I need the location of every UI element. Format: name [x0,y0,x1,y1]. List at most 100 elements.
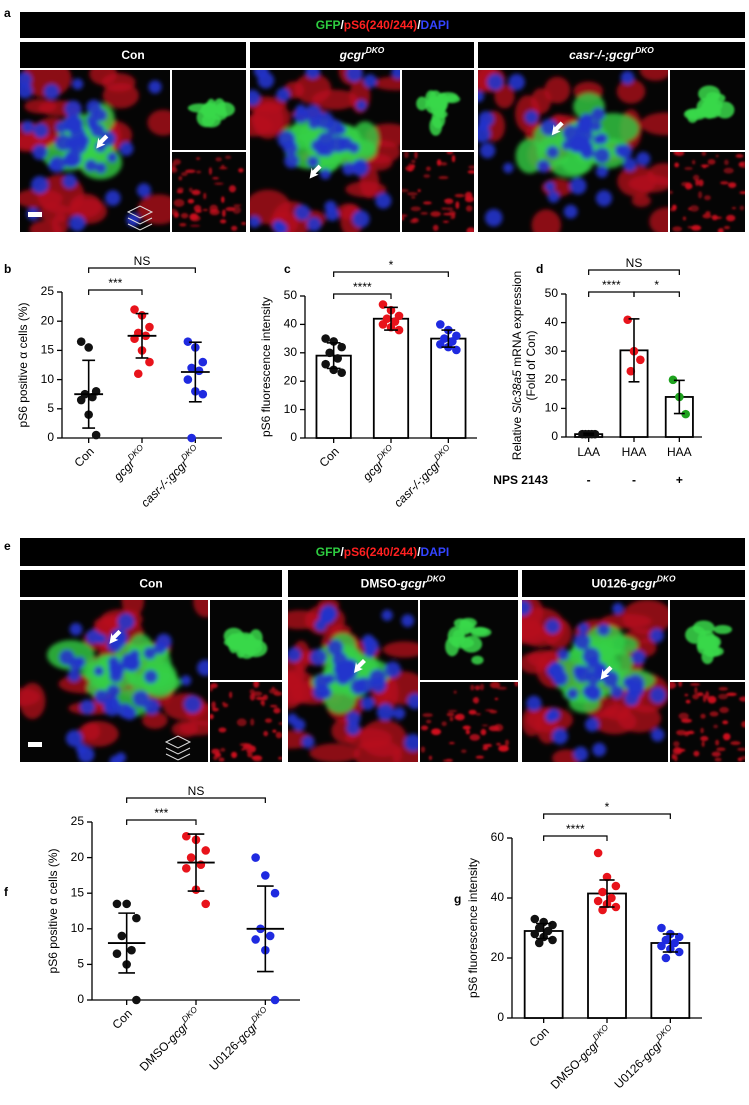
stain-red [737,747,745,751]
y-tick-label: 5 [47,401,54,415]
stain-red [239,742,250,747]
stain-red [451,155,456,163]
stain-red [700,164,710,168]
arrow [600,665,613,680]
y-axis-label: pS6 fluorescence intensity [466,858,480,998]
nucleus [250,89,261,106]
nucleus [361,634,375,648]
y-tick-label: 25 [71,814,85,828]
data-point [674,932,684,942]
stain-red [218,757,225,762]
column-label-part: DKO [427,574,446,584]
nucleus [650,728,665,742]
stain-red [690,683,701,686]
stain-red [697,692,704,697]
image [187,98,235,128]
nucleus [55,120,68,134]
y-tick-label: 60 [491,830,505,844]
x-tick-label: U0126-gcgrDKO [610,1022,680,1092]
y-tick-label: 10 [71,921,85,935]
nucleus [75,743,87,755]
image [172,155,246,231]
x-tick-label-part: DKO [126,442,146,462]
nucleus [105,190,121,206]
x-tick-label-part: DKO [249,1004,269,1024]
nucleus [288,647,302,663]
stain-red [700,727,704,734]
stain-red [674,754,678,762]
nucleus [119,141,134,156]
image-content [683,85,735,123]
nucleus [330,135,348,153]
stain-red [674,152,685,156]
significance-bracket [333,271,449,277]
nucleus [595,190,613,207]
stain-red [678,682,682,688]
column-label-part: DMSO- [361,577,401,591]
stain-red [639,70,668,81]
panel-title-part: / [340,545,344,559]
panel-letter: f [4,885,9,899]
nucleus [301,735,315,749]
data-point [394,325,404,335]
stain-red [425,166,431,172]
significance-bracket [543,813,671,819]
column-label-part: DKO [657,574,676,584]
stain-red [252,691,263,697]
nucleus [250,215,261,228]
x-tick-label: Con [110,1006,135,1031]
y-tick-label: 0 [551,429,558,443]
stain-red [189,213,199,221]
image [522,600,668,762]
column-bar [478,42,745,68]
panel-title-part: / [417,545,421,559]
stain-red [684,732,690,737]
nucleus [649,686,667,704]
nucleus [65,730,83,747]
x-tick-label: gcgrDKO [109,442,151,484]
stain-red [228,185,237,193]
nucleus [593,147,610,164]
bar [315,354,352,439]
stain-red [272,729,277,733]
column-label-part: DKO [635,45,654,55]
nucleus [620,70,635,85]
stain-red [493,723,504,732]
stain-red [531,209,562,232]
data-point [183,337,193,346]
stain-red [238,168,244,173]
arrow [109,629,122,644]
data-point [321,359,330,369]
nucleus [522,600,532,616]
significance-label: **** [566,822,585,836]
stain-red [505,739,509,747]
x-tick-label: U0126-gcgrDKO [205,1004,275,1074]
bar [587,892,627,1019]
stain-red [465,205,473,212]
nucleus [624,690,640,706]
significance-bracket [88,267,196,273]
data-point [198,357,208,367]
x-tick-label: DMSO-gcgrDKO [546,1022,616,1092]
y-axis-label: Relative Slc38a5 mRNA expression [510,271,524,460]
nucleus [319,168,331,180]
stain-red [20,682,46,720]
nucleus [305,70,321,80]
stain-red [177,187,184,192]
stain-red [211,701,216,709]
data-point [598,905,607,915]
axis-icon [126,205,154,231]
nucleus [342,162,356,176]
stain-red [467,170,474,174]
stain-red [288,610,322,630]
stain-red [440,162,448,166]
y-tick-label: 20 [71,850,85,864]
y-axis-label-part: pS6 positive α cells (%) [16,303,30,428]
x-tick-label-part: Con [317,444,342,469]
nucleus [614,144,627,157]
stain-red [425,719,432,724]
data-point [132,995,141,1005]
data-point [657,923,666,933]
stain-red [739,696,745,702]
stain-red [695,178,699,187]
